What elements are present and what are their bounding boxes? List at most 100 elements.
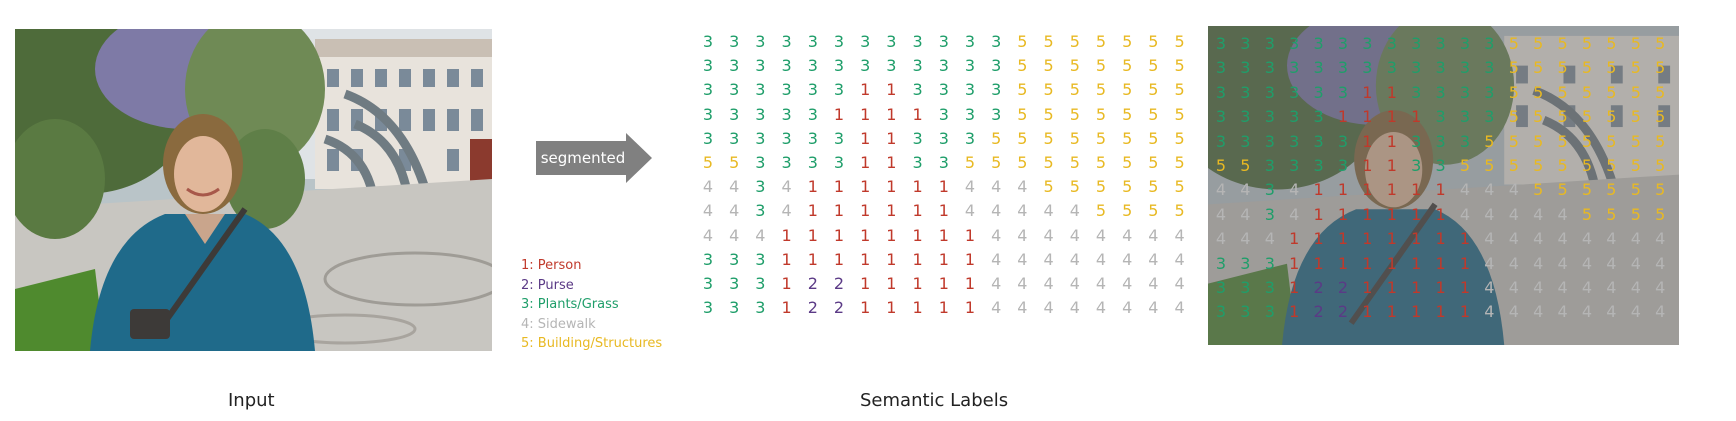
- grid-cell: 3: [755, 298, 766, 318]
- grid-cell: 1: [833, 177, 845, 197]
- grid-cell: 1: [1386, 278, 1397, 297]
- grid-cell: 1: [807, 249, 818, 269]
- grid-cell: 3: [912, 80, 923, 100]
- grid-cell: 3: [755, 249, 766, 269]
- grid-cell: 5: [1122, 56, 1133, 76]
- grid-cell: 3: [938, 128, 949, 148]
- grid-cell: 3: [1459, 34, 1471, 53]
- grid-cell: 3: [1313, 34, 1324, 53]
- grid-cell: 3: [1215, 278, 1227, 297]
- grid-cell: 3: [1215, 58, 1227, 78]
- grid-cell: 3: [1215, 82, 1227, 102]
- grid-cell: 4: [1606, 229, 1617, 249]
- grid-cell: 3: [807, 128, 818, 148]
- grid-cell: 5: [1630, 34, 1641, 53]
- grid-cell: 2: [833, 298, 845, 318]
- grid-cell: 1: [938, 177, 949, 197]
- grid-cell: 1: [886, 177, 897, 197]
- grid-cell: 3: [1264, 204, 1275, 224]
- grid-cell: 1: [1386, 302, 1397, 322]
- grid-cell: 5: [1069, 56, 1080, 76]
- grid-cell: 4: [1533, 229, 1544, 249]
- grid-cell: 4: [1484, 253, 1495, 273]
- grid-cell: 5: [1069, 128, 1080, 148]
- grid-cell: 3: [1264, 278, 1275, 297]
- grid-cell: 3: [702, 128, 714, 148]
- grid-cell: 3: [912, 128, 923, 148]
- grid-cell: 3: [1289, 107, 1300, 127]
- grid-cell: 5: [1174, 177, 1185, 197]
- grid-cell: 1: [938, 274, 949, 293]
- grid-cell: 3: [1215, 107, 1227, 127]
- grid-cell: 1: [1411, 107, 1422, 127]
- grid-cell: 3: [755, 201, 766, 221]
- grid-cell: 3: [1411, 82, 1422, 102]
- grid-cell: 3: [938, 32, 949, 51]
- grid-cell: 3: [964, 128, 976, 148]
- grid-cell: 5: [1148, 104, 1159, 124]
- grid-cell: 3: [1264, 82, 1275, 102]
- grid-cell: 1: [912, 249, 923, 269]
- grid-cell: 5: [1533, 131, 1544, 151]
- grid-cell: 4: [1069, 225, 1080, 245]
- grid-cell: 4: [991, 201, 1002, 221]
- grid-cell: 1: [1313, 253, 1324, 273]
- grid-cell: 3: [729, 298, 740, 318]
- grid-cell: 1: [1459, 278, 1471, 297]
- grid-cell: 1: [1289, 229, 1300, 249]
- grid-cell: 1: [833, 249, 845, 269]
- grid-cell: 1: [1313, 180, 1324, 200]
- grid-cell: 1: [807, 201, 818, 221]
- grid-cell: 3: [1435, 34, 1446, 53]
- grid-cell: 3: [964, 104, 976, 124]
- grid-cell: 1: [1459, 253, 1471, 273]
- grid-cell: 3: [991, 32, 1002, 51]
- grid-cell: 4: [1122, 298, 1133, 318]
- grid-cell: 4: [1508, 302, 1519, 322]
- grid-cell: 5: [1095, 153, 1107, 172]
- grid-cell: 3: [938, 56, 949, 76]
- grid-cell: 3: [1313, 107, 1324, 127]
- grid-cell: 4: [1581, 253, 1593, 273]
- grid-cell: 5: [1174, 128, 1185, 148]
- grid-cell: 3: [781, 128, 792, 148]
- grid-cell: 1: [1435, 180, 1446, 200]
- grid-cell: 3: [1411, 58, 1422, 78]
- grid-cell: 3: [1264, 180, 1275, 200]
- grid-cell: 4: [702, 177, 714, 197]
- grid-cell: 1: [964, 298, 976, 318]
- grid-cell: 3: [1362, 58, 1373, 78]
- grid-cell: 5: [1606, 82, 1617, 102]
- grid-cell: 3: [1411, 34, 1422, 53]
- grid-cell: 3: [1240, 58, 1251, 78]
- grid-cell: 5: [1630, 204, 1641, 224]
- grid-cell: 5: [1043, 56, 1054, 76]
- grid-cell: 5: [1174, 32, 1185, 51]
- grid-cell: 1: [912, 201, 923, 221]
- grid-cell: 3: [1386, 34, 1397, 53]
- grid-cell: 5: [1484, 131, 1495, 151]
- grid-cell: 5: [1174, 104, 1185, 124]
- grid-cell: 4: [1043, 274, 1054, 293]
- grid-cell: 4: [1557, 229, 1568, 249]
- grid-cell: 4: [1581, 278, 1593, 297]
- grid-cell: 1: [1411, 180, 1422, 200]
- grid-cell: 1: [1337, 229, 1349, 249]
- grid-cell: 3: [1386, 58, 1397, 78]
- grid-cell: 5: [1174, 80, 1185, 100]
- grid-cell: 5: [1606, 34, 1617, 53]
- grid-cell: 2: [833, 274, 845, 293]
- grid-cell: 3: [1264, 131, 1275, 151]
- grid-cell: 3: [807, 32, 818, 51]
- grid-cell: 5: [1557, 34, 1568, 53]
- grid-cell: 5: [1148, 128, 1159, 148]
- grid-cell: 5: [1630, 82, 1641, 102]
- grid-cell: 5: [1533, 156, 1544, 175]
- legend-item-purse: 2: Purse: [521, 277, 574, 293]
- grid-cell: 5: [1508, 58, 1519, 78]
- grid-cell: 5: [1655, 204, 1666, 224]
- grid-cell: 1: [1435, 302, 1446, 322]
- grid-cell: 3: [912, 56, 923, 76]
- grid-cell: 3: [991, 104, 1002, 124]
- grid-cell: 3: [755, 128, 766, 148]
